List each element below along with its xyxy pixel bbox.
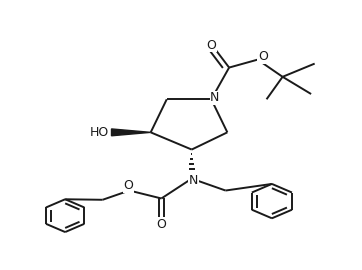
Text: N: N [210,92,219,104]
Text: O: O [206,39,216,52]
Text: O: O [156,218,166,231]
Text: O: O [258,50,268,63]
Text: N: N [189,174,198,187]
Text: HO: HO [89,126,109,139]
Polygon shape [111,129,151,136]
Text: O: O [124,179,134,192]
